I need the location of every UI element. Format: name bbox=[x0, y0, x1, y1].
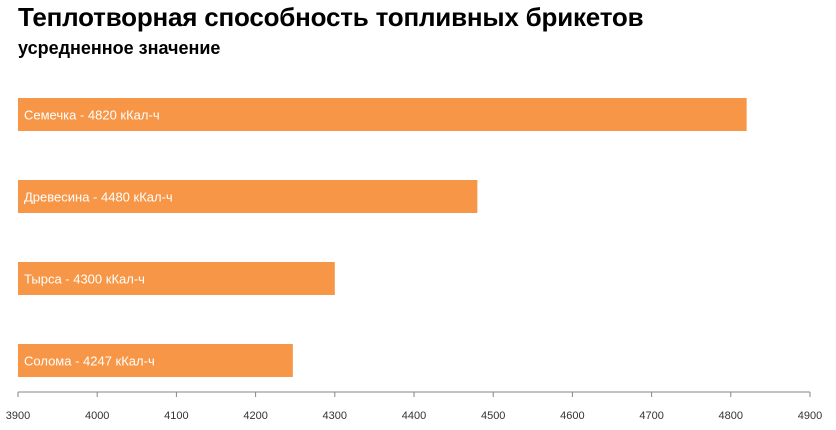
x-tick-label: 4600 bbox=[560, 410, 584, 422]
chart-subtitle: усредненное значение bbox=[18, 38, 221, 58]
x-tick-label: 4900 bbox=[798, 410, 822, 422]
bar bbox=[18, 344, 293, 377]
bar-label: Семечка - 4820 кКал-ч bbox=[24, 108, 160, 123]
bar-label: Тырса - 4300 кКал-ч bbox=[24, 272, 145, 287]
x-tick-label: 4100 bbox=[164, 410, 188, 422]
x-tick-label: 4700 bbox=[639, 410, 663, 422]
bar bbox=[18, 262, 335, 295]
bar bbox=[18, 98, 747, 131]
x-tick-label: 4400 bbox=[402, 410, 426, 422]
x-tick-label: 4500 bbox=[481, 410, 505, 422]
x-tick-label: 4300 bbox=[323, 410, 347, 422]
chart-title: Теплотворная способность топливных брике… bbox=[18, 2, 644, 32]
bar bbox=[18, 180, 478, 213]
x-tick-label: 3900 bbox=[6, 410, 30, 422]
x-tick-label: 4000 bbox=[85, 410, 109, 422]
x-tick-label: 4800 bbox=[719, 410, 743, 422]
bar-label: Солома - 4247 кКал-ч bbox=[24, 354, 155, 369]
bar-label: Древесина - 4480 кКал-ч bbox=[24, 190, 173, 205]
x-tick-label: 4200 bbox=[243, 410, 267, 422]
